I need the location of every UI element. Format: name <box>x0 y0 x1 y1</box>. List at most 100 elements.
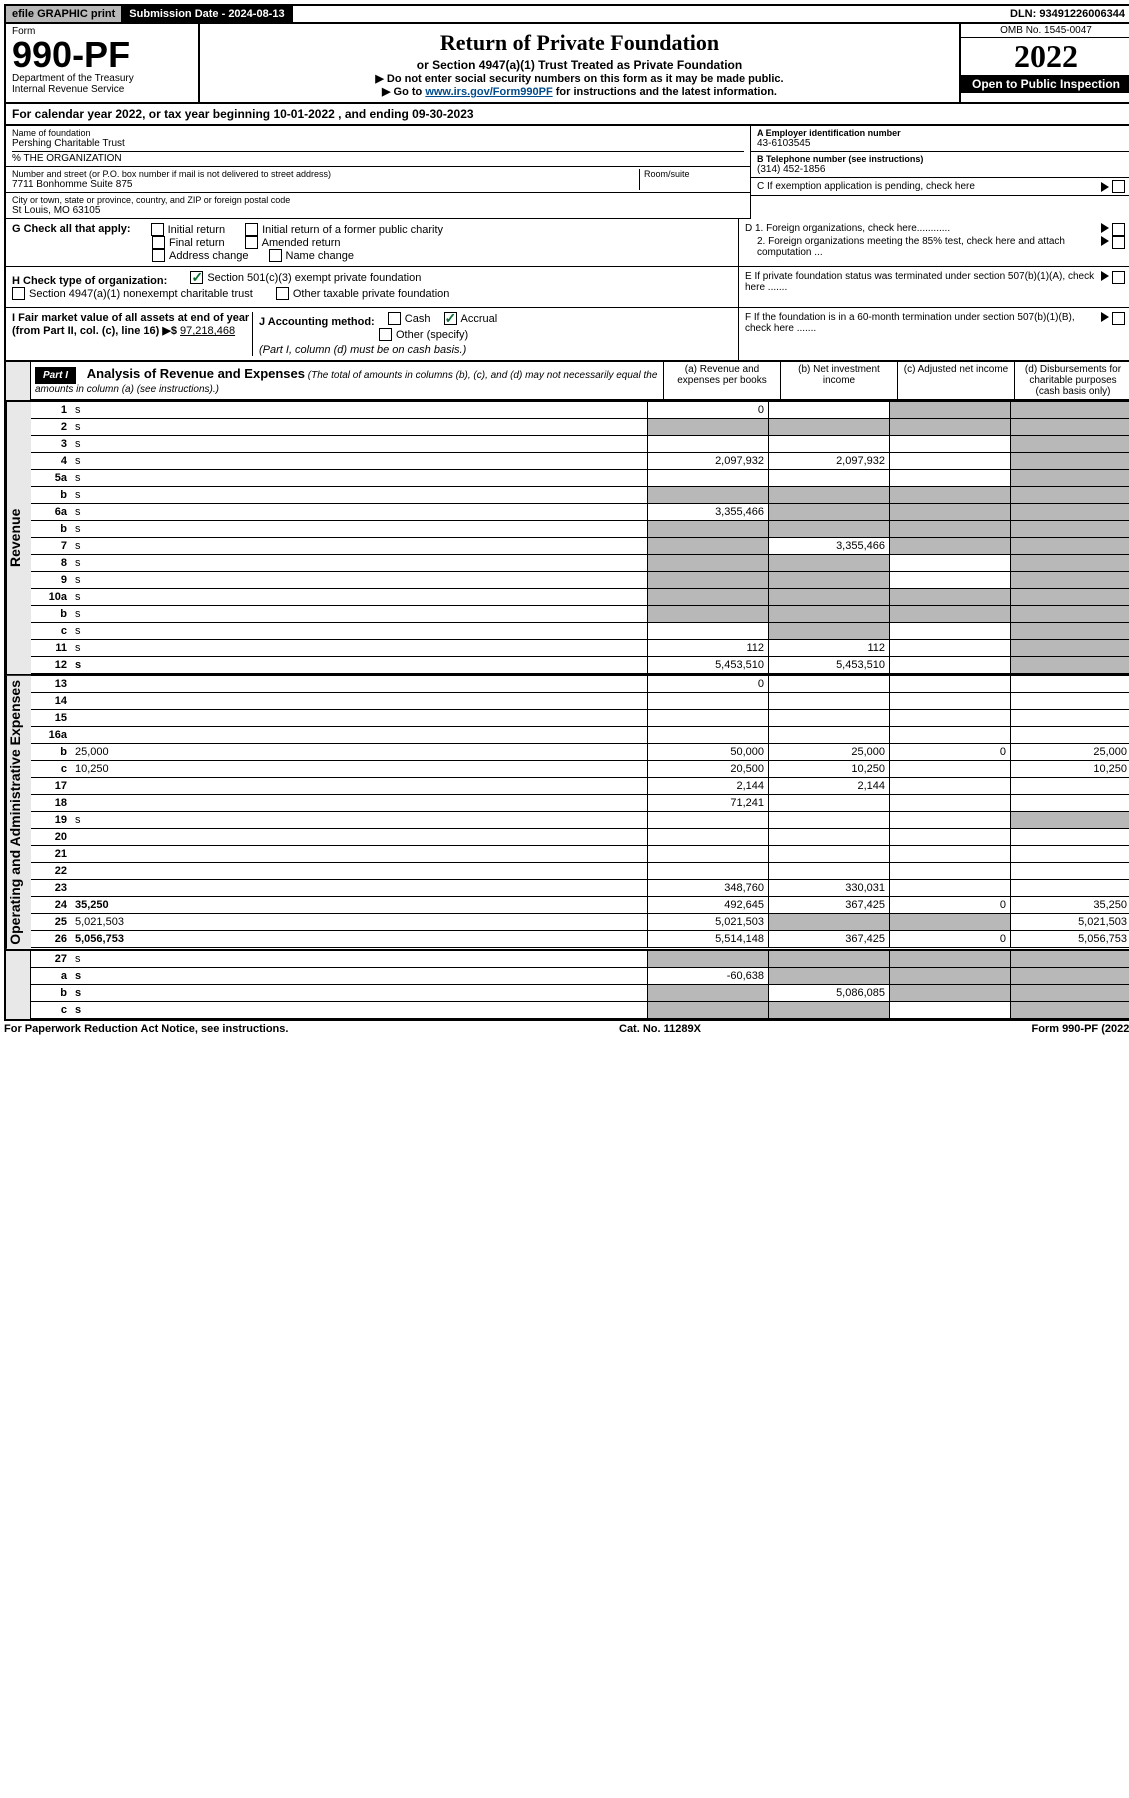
final-return-checkbox[interactable] <box>152 236 165 249</box>
table-row: 23348,760330,031 <box>31 880 1129 897</box>
name-change-checkbox[interactable] <box>269 249 282 262</box>
initial-former-checkbox[interactable] <box>245 223 258 236</box>
f-checkbox[interactable] <box>1112 312 1125 325</box>
other-taxable-checkbox[interactable] <box>276 287 289 300</box>
value-cell <box>647 589 768 605</box>
table-row: 2435,250492,645367,425035,250 <box>31 897 1129 914</box>
row-number: 25 <box>31 914 71 930</box>
amended-return-checkbox[interactable] <box>245 236 258 249</box>
value-cell <box>1010 968 1129 984</box>
revenue-section: Revenue 1s02s3s4s2,097,9322,097,9325asbs… <box>4 402 1129 676</box>
open-public: Open to Public Inspection <box>961 75 1129 93</box>
table-row: 15 <box>31 710 1129 727</box>
row-description: s <box>71 419 647 435</box>
value-cell <box>768 914 889 930</box>
cash-checkbox[interactable] <box>388 312 401 325</box>
bottom-body: 27sas-60,638bs5,086,085cs <box>31 951 1129 1019</box>
dln: DLN: 93491226006344 <box>1004 6 1129 22</box>
accrual-checkbox[interactable] <box>444 312 457 325</box>
entity-left: Name of foundation Pershing Charitable T… <box>6 126 751 219</box>
value-cell: 10,250 <box>1010 761 1129 777</box>
dept-irs: Internal Revenue Service <box>12 84 192 95</box>
table-row: c10,25020,50010,25010,250 <box>31 761 1129 778</box>
expenses-body: 130141516ab25,00050,00025,000025,000c10,… <box>31 676 1129 949</box>
value-cell: 5,453,510 <box>768 657 889 673</box>
value-cell <box>889 727 1010 743</box>
row-description: s <box>71 657 647 673</box>
revenue-side-label: Revenue <box>6 402 31 674</box>
col-c: (c) Adjusted net income <box>897 362 1014 399</box>
value-cell <box>889 951 1010 967</box>
e-checkbox[interactable] <box>1112 271 1125 284</box>
other-method-checkbox[interactable] <box>379 328 392 341</box>
value-cell <box>1010 572 1129 588</box>
value-cell <box>889 640 1010 656</box>
d2-checkbox[interactable] <box>1112 236 1125 249</box>
value-cell: 5,021,503 <box>647 914 768 930</box>
table-row: 21 <box>31 846 1129 863</box>
value-cell <box>647 693 768 709</box>
table-row: 8s <box>31 555 1129 572</box>
submission-date: Submission Date - 2024-08-13 <box>123 6 292 22</box>
dept-treasury: Department of the Treasury <box>12 73 192 84</box>
value-cell <box>768 676 889 692</box>
form-title: Return of Private Foundation <box>204 30 955 56</box>
row-description: s <box>71 572 647 588</box>
value-cell: 25,000 <box>1010 744 1129 760</box>
value-cell <box>1010 727 1129 743</box>
table-row: cs <box>31 623 1129 640</box>
c-checkbox[interactable] <box>1112 180 1125 193</box>
row-number: b <box>31 744 71 760</box>
value-cell <box>889 863 1010 879</box>
table-row: 16a <box>31 727 1129 744</box>
value-cell: 5,514,148 <box>647 931 768 947</box>
value-cell <box>889 504 1010 520</box>
value-cell: 3,355,466 <box>647 504 768 520</box>
value-cell: 5,021,503 <box>1010 914 1129 930</box>
irs-link[interactable]: www.irs.gov/Form990PF <box>425 86 552 98</box>
table-row: 130 <box>31 676 1129 693</box>
column-headers: Part I Analysis of Revenue and Expenses … <box>31 362 1129 400</box>
value-cell <box>768 795 889 811</box>
row-number: 12 <box>31 657 71 673</box>
value-cell <box>1010 640 1129 656</box>
part1-block: Part I Analysis of Revenue and Expenses … <box>4 362 1129 402</box>
row-number: 5a <box>31 470 71 486</box>
row-number: c <box>31 761 71 777</box>
row-description: s <box>71 402 647 418</box>
row-number: 4 <box>31 453 71 469</box>
address-change-checkbox[interactable] <box>152 249 165 262</box>
row-description <box>71 710 647 726</box>
table-row: 3s <box>31 436 1129 453</box>
value-cell <box>1010 676 1129 692</box>
address-cell: Number and street (or P.O. box number if… <box>6 167 750 193</box>
value-cell: 5,453,510 <box>647 657 768 673</box>
4947-checkbox[interactable] <box>12 287 25 300</box>
value-cell <box>647 863 768 879</box>
row-description: s <box>71 470 647 486</box>
row-number: 3 <box>31 436 71 452</box>
value-cell <box>889 538 1010 554</box>
value-cell <box>768 829 889 845</box>
value-cell <box>1010 710 1129 726</box>
value-cell <box>768 606 889 622</box>
expenses-side-label: Operating and Administrative Expenses <box>6 676 31 949</box>
value-cell <box>647 985 768 1001</box>
initial-return-checkbox[interactable] <box>151 223 164 236</box>
value-cell <box>1010 846 1129 862</box>
header-center: Return of Private Foundation or Section … <box>200 24 959 102</box>
col-a: (a) Revenue and expenses per books <box>663 362 780 399</box>
d1-checkbox[interactable] <box>1112 223 1125 236</box>
ein-cell: A Employer identification number 43-6103… <box>751 126 1129 152</box>
expenses-section: Operating and Administrative Expenses 13… <box>4 676 1129 951</box>
501c3-checkbox[interactable] <box>190 271 203 284</box>
value-cell: 20,500 <box>647 761 768 777</box>
value-cell <box>768 846 889 862</box>
value-cell <box>647 829 768 845</box>
row-number: 18 <box>31 795 71 811</box>
col-b: (b) Net investment income <box>780 362 897 399</box>
row-description: s <box>71 985 647 1001</box>
table-row: 10as <box>31 589 1129 606</box>
value-cell <box>889 812 1010 828</box>
value-cell <box>1010 863 1129 879</box>
